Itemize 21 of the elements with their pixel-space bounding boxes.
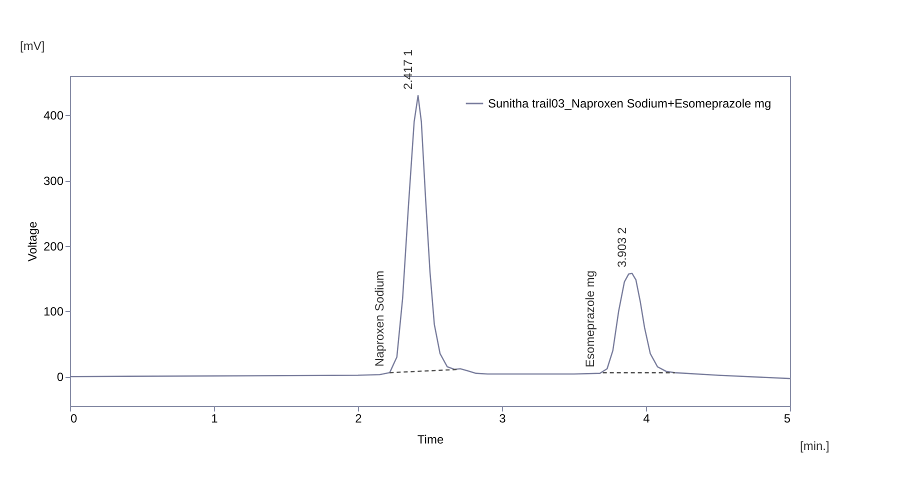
y-tick-label: 100 [43,304,64,319]
annotation: 2.417 1 [401,49,416,90]
x-tick-label: 2 [355,412,362,426]
y-tick-label: 400 [43,108,64,123]
x-tick-label: 4 [643,412,650,426]
y-tick-label: 0 [56,370,64,384]
text: [min.] [800,439,830,453]
y-axis-title: Voltage [25,221,40,262]
annotation: 3.903 2 [615,226,630,268]
text: [mV] [20,39,45,53]
annotation: Naproxen Sodium [372,270,387,367]
x-tick-label: 0 [70,412,78,426]
x-axis-title: Time [417,432,444,446]
x-tick-label: 3 [499,412,506,426]
line-series [69,94,791,380]
y-tick-label: 300 [43,174,64,188]
x-tick-label: 5 [784,412,791,426]
legend-label: Sunitha trail03_Naproxen Sodium+Esomeprazole mg [488,96,772,110]
y-tick-label: 200 [43,239,64,254]
x-tick-label: 1 [211,412,218,426]
annotation: Esomeprazole mg [582,270,597,368]
